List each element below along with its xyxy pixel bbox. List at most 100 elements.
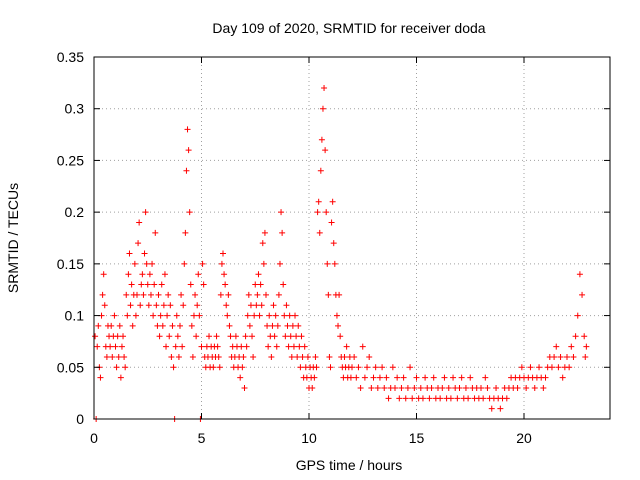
data-point: [374, 384, 381, 391]
data-point: [143, 260, 150, 267]
data-point: [270, 302, 277, 309]
data-point: [311, 374, 318, 381]
data-point: [454, 395, 461, 402]
data-point: [581, 333, 588, 340]
data-point: [280, 281, 287, 288]
y-tick-label: 0.1: [65, 308, 85, 324]
data-point: [347, 374, 354, 381]
data-point: [108, 322, 115, 329]
data-point: [287, 333, 294, 340]
data-point: [279, 229, 286, 236]
data-point: [288, 353, 295, 360]
data-point: [445, 384, 452, 391]
data-point: [285, 343, 292, 350]
data-points: [92, 85, 590, 422]
data-point: [169, 322, 176, 329]
data-point: [206, 333, 213, 340]
data-point: [115, 353, 122, 360]
data-point: [462, 384, 469, 391]
data-point: [319, 105, 326, 112]
data-point: [258, 302, 265, 309]
data-point: [343, 343, 350, 350]
data-point: [121, 353, 128, 360]
data-point: [484, 384, 491, 391]
data-point: [247, 302, 254, 309]
data-point: [141, 250, 148, 257]
data-point: [349, 364, 355, 371]
data-point: [576, 271, 583, 278]
data-point: [199, 260, 206, 267]
data-point: [394, 374, 401, 381]
data-point: [173, 312, 180, 319]
data-point: [255, 271, 262, 278]
data-point: [152, 229, 159, 236]
data-point: [314, 209, 321, 216]
data-point: [574, 312, 581, 319]
data-point: [296, 343, 303, 350]
data-point: [239, 364, 246, 371]
data-point: [400, 374, 407, 381]
data-point: [284, 322, 291, 329]
data-point: [283, 302, 290, 309]
data-point: [582, 353, 589, 360]
data-point: [111, 312, 118, 319]
data-point: [195, 271, 202, 278]
data-point: [215, 353, 222, 360]
data-point: [99, 291, 106, 298]
data-point: [131, 260, 138, 267]
data-point: [198, 343, 205, 350]
data-point: [153, 302, 160, 309]
data-point: [318, 136, 325, 143]
data-point: [257, 281, 264, 288]
data-point: [430, 374, 437, 381]
data-point: [224, 312, 231, 319]
x-tick-label: 5: [198, 430, 206, 446]
data-point: [242, 333, 249, 340]
data-point: [330, 240, 337, 247]
data-point: [326, 353, 333, 360]
data-point: [409, 395, 416, 402]
data-point: [325, 291, 332, 298]
data-point: [223, 302, 230, 309]
data-point: [221, 271, 228, 278]
data-point: [478, 384, 484, 391]
data-point: [290, 343, 297, 350]
data-point: [419, 395, 426, 402]
data-point: [250, 353, 257, 360]
data-point: [467, 374, 474, 381]
y-tick-label: 0.35: [57, 49, 84, 65]
data-point: [256, 312, 263, 319]
data-point: [482, 374, 489, 381]
data-point: [413, 374, 420, 381]
data-point: [158, 281, 165, 288]
data-point: [113, 364, 120, 371]
data-point: [281, 312, 288, 319]
data-point: [134, 291, 140, 298]
data-point: [92, 333, 99, 340]
data-point: [583, 343, 590, 350]
data-point: [497, 405, 504, 412]
data-point: [564, 353, 570, 360]
data-point: [385, 395, 392, 402]
data-point: [155, 291, 162, 298]
y-axis-label: SRMTID / TECUs: [5, 183, 21, 293]
data-point: [175, 353, 182, 360]
data-point: [315, 198, 322, 205]
data-point: [159, 322, 166, 329]
data-point: [179, 343, 186, 350]
data-point: [132, 312, 139, 319]
data-point: [316, 229, 323, 236]
data-point: [579, 291, 586, 298]
data-point: [177, 322, 183, 329]
data-point: [142, 209, 149, 216]
data-point: [227, 333, 234, 340]
data-point: [292, 312, 299, 319]
data-point: [368, 384, 375, 391]
data-point: [447, 395, 454, 402]
data-point: [294, 353, 301, 360]
data-point: [398, 384, 405, 391]
data-point: [261, 229, 268, 236]
data-point: [422, 374, 429, 381]
data-point: [523, 384, 530, 391]
data-point: [147, 291, 154, 298]
